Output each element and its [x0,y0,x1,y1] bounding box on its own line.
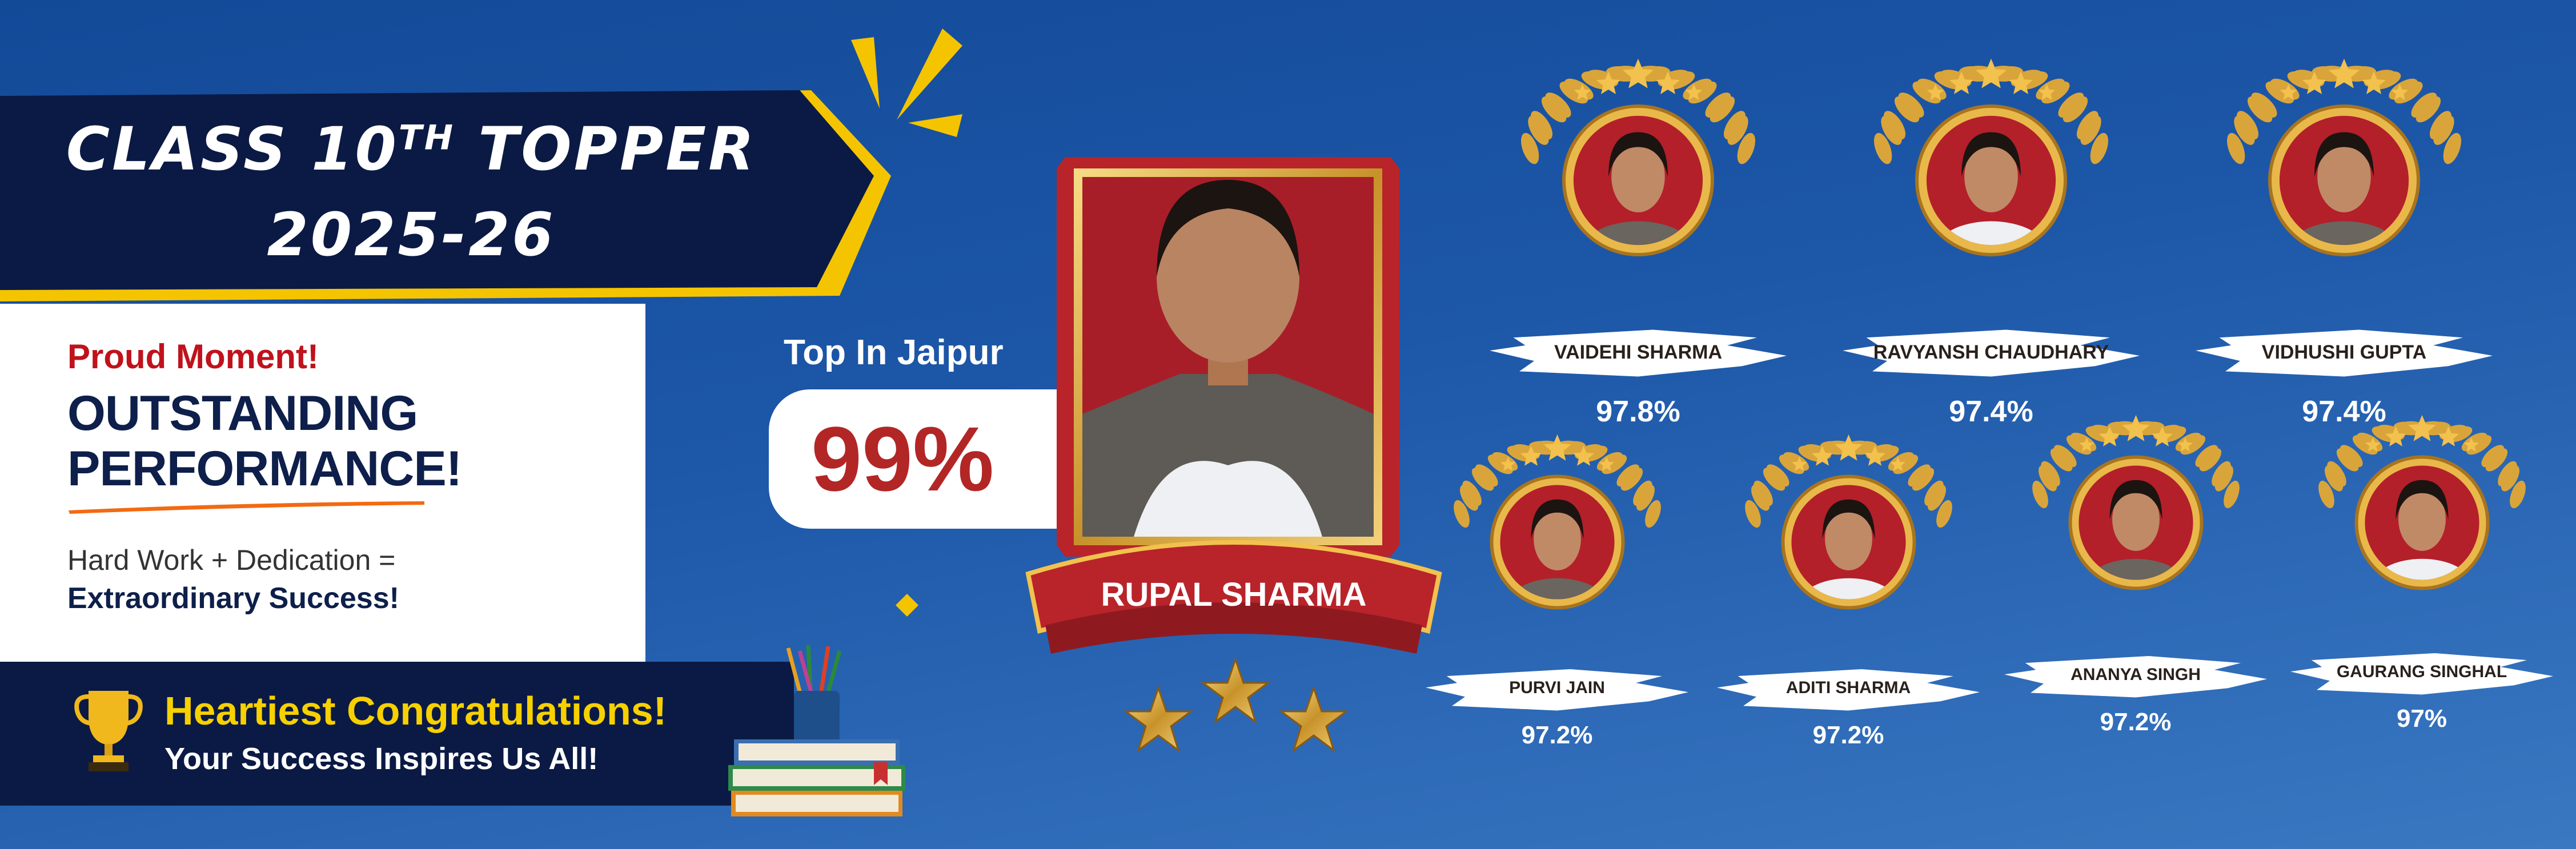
topper-score: 97% [2396,705,2447,733]
topper-wreath-photo [1453,434,1661,609]
title-superscript: TH [398,118,456,158]
congrats-band [0,662,794,806]
title-year: 2025-26 [267,200,556,269]
stars-icon [1123,658,1347,753]
topper-name: GAURANG SINGHAL [2336,662,2507,681]
top-score-box [769,389,1077,529]
headline-performance: PERFORMANCE! [67,441,462,496]
title-line-1: CLASS 10TH TOPPER [0,114,822,184]
top-in-jaipur-label: Top In Jaipur [784,333,1004,372]
title-banner [0,90,891,301]
topper-score: 97.2% [1521,721,1593,749]
info-panel [0,304,645,662]
topper-name: VIDHUSHI GUPTA [2261,341,2427,363]
topper-wreath-photo [1744,434,1952,609]
headline-outstanding: OUTSTANDING [67,386,418,441]
topper-wreath-photo [1521,58,1755,256]
proud-moment: Proud Moment! [67,337,319,376]
topper-score: 97.2% [2100,708,2172,736]
topper-name: ADITI SHARMA [1785,678,1911,697]
topper-wreath-photo [1874,58,2108,256]
tagline-line-1: Hard Work + Dedication = [67,544,396,576]
top-topper-frame [1057,157,1399,557]
name-brush-stroke [1490,329,1787,376]
name-brush-stroke [1426,669,1688,711]
topper-score: 97.2% [1812,721,1884,749]
topper-score: 97.4% [1949,395,2033,428]
name-brush-stroke [2196,329,2493,376]
congrats-subtext: Your Success Inspires Us All! [164,742,599,776]
topper-wreath-photo [2318,415,2526,590]
topper-name: PURVI JAIN [1509,678,1605,697]
name-brush-stroke [2004,655,2267,698]
topper-wreath-photo [2032,415,2240,590]
sparkle-icon [896,594,918,617]
topper-name: ANANYA SINGH [2071,665,2201,684]
topper-wreath-photo [2227,58,2461,256]
name-brush-stroke [1717,669,1980,711]
orange-underline [69,501,424,514]
top-topper-name: RUPAL SHARMA [1101,576,1367,613]
title-text: CLASS 10 [66,114,399,184]
title-text-end: TOPPER [455,114,757,184]
burst-decoration [851,29,962,137]
topper-name: VAIDEHI SHARMA [1554,341,1723,363]
topper-score: 97.4% [2302,395,2386,428]
trophy-icon [74,691,143,771]
tagline-line-2: Extraordinary Success! [67,582,399,615]
name-ribbon [1025,540,1442,654]
congrats-heading: Heartiest Congratulations! [164,689,667,733]
name-brush-stroke [2290,653,2553,695]
topper-name: RAVYANSH CHAUDHARY [1873,341,2109,363]
name-brush-stroke [1843,329,2140,376]
topper-score: 97.8% [1596,395,1680,428]
books-pencils-icon [728,645,905,816]
top-score: 99% [811,408,994,510]
